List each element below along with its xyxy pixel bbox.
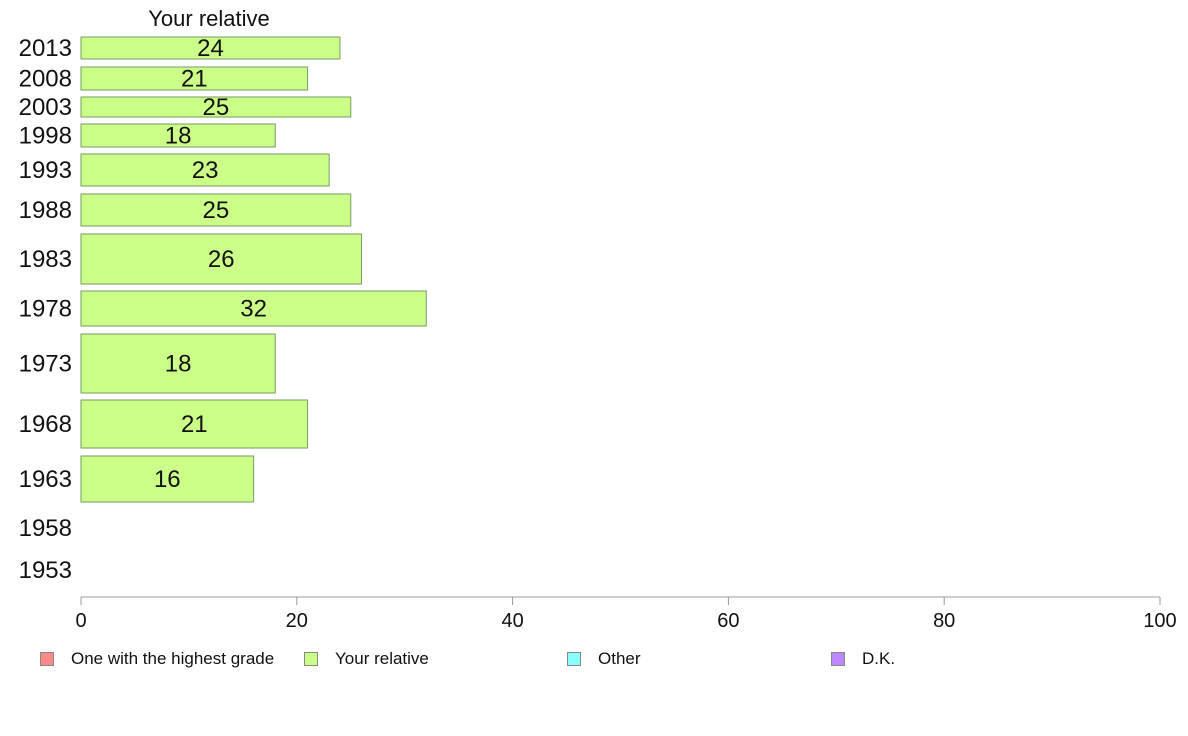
bar [80, 36, 341, 60]
bar [80, 399, 309, 449]
y-tick-label: 2008 [19, 66, 72, 93]
y-tick-label: 1968 [19, 411, 72, 438]
legend-item-your-relative: Your relative [304, 649, 429, 669]
bar-data-label: 18 [165, 351, 192, 378]
bar [80, 193, 352, 227]
y-tick-label: 2013 [19, 35, 72, 62]
bar-data-label: 18 [165, 123, 192, 150]
x-tick-label: 80 [933, 610, 955, 632]
bar-data-label: 16 [154, 466, 181, 493]
bar [80, 455, 255, 503]
x-tick-label: 60 [717, 610, 739, 632]
y-tick-label: 1953 [19, 557, 72, 584]
legend-label: D.K. [862, 649, 896, 668]
x-tick-label: 20 [286, 610, 308, 632]
y-tick-label: 1978 [19, 296, 72, 323]
bar [80, 233, 363, 285]
legend-swatch [40, 652, 54, 666]
bar [80, 96, 352, 118]
legend-swatch [567, 652, 581, 666]
legend-item-highest-grade: One with the highest grade [40, 649, 274, 669]
y-tick-label: 1973 [19, 351, 72, 378]
y-tick-label: 1993 [19, 157, 72, 184]
bar [80, 66, 309, 91]
y-tick-label: 1998 [19, 123, 72, 150]
bar-data-label: 32 [240, 296, 267, 323]
chart-title: Your relative [148, 6, 269, 31]
bar [80, 153, 330, 187]
legend-label: Your relative [335, 649, 429, 668]
x-axis: 0 20 40 60 80 100 [75, 596, 1177, 632]
legend: One with the highest grade Your relative… [0, 649, 1188, 673]
bar-data-label: 25 [203, 94, 230, 121]
bar-data-label: 21 [181, 66, 208, 93]
x-tick-label: 40 [501, 610, 523, 632]
y-tick-label: 1958 [19, 515, 72, 542]
legend-label: One with the highest grade [71, 649, 275, 668]
bar-data-label: 21 [181, 411, 208, 438]
bar-data-label: 26 [208, 246, 235, 273]
legend-label: Other [598, 649, 641, 668]
bar-data-label: 25 [203, 197, 230, 224]
legend-swatch [304, 652, 318, 666]
y-tick-label: 2003 [19, 94, 72, 121]
legend-item-other: Other [567, 649, 641, 669]
legend-swatch [831, 652, 845, 666]
bar [80, 290, 427, 327]
y-tick-label: 1983 [19, 246, 72, 273]
bar-data-label: 23 [192, 157, 219, 184]
y-tick-label: 1963 [19, 466, 72, 493]
bar [80, 123, 276, 148]
y-tick-label: 1988 [19, 197, 72, 224]
x-tick-label: 100 [1143, 610, 1176, 632]
legend-item-dk: D.K. [831, 649, 895, 669]
bar [80, 333, 276, 394]
bar-data-label: 24 [197, 35, 224, 62]
x-tick-label: 0 [75, 610, 86, 632]
